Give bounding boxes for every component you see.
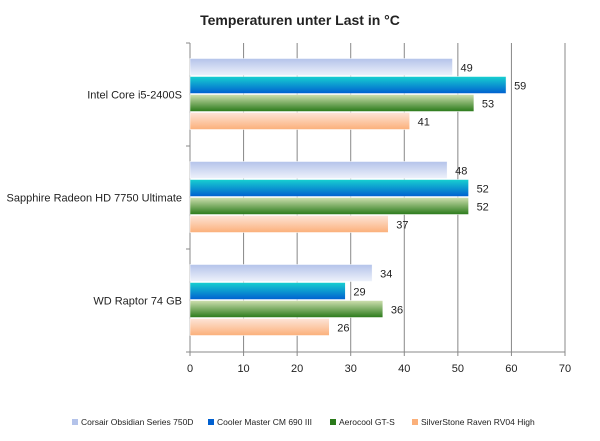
data-label: 34 <box>380 269 392 281</box>
category-label: Intel Core i5-2400S <box>87 90 182 102</box>
x-tick-label: 50 <box>452 363 464 375</box>
bar <box>189 215 389 233</box>
data-label: 41 <box>418 117 430 129</box>
legend-label: SilverStone Raven RV04 High <box>421 417 535 427</box>
data-label: 29 <box>353 287 365 299</box>
bar <box>189 179 469 197</box>
bar <box>189 282 346 300</box>
data-label: 52 <box>477 202 489 214</box>
data-label: 49 <box>461 63 473 75</box>
bar <box>189 161 448 179</box>
category-label: WD Raptor 74 GB <box>93 296 182 308</box>
data-label: 52 <box>477 184 489 196</box>
data-label: 48 <box>455 166 467 178</box>
bar <box>189 264 373 282</box>
legend-swatch <box>72 419 78 425</box>
bar <box>189 94 475 112</box>
bar <box>189 197 469 215</box>
data-label: 59 <box>514 81 526 93</box>
x-tick-label: 0 <box>187 363 193 375</box>
data-label: 37 <box>396 220 408 232</box>
x-tick-label: 70 <box>559 363 571 375</box>
legend-swatch <box>412 419 418 425</box>
legend-label: Corsair Obsidian Series 750D <box>81 417 193 427</box>
x-tick-label: 40 <box>398 363 410 375</box>
category-label: Sapphire Radeon HD 7750 Ultimate <box>7 193 183 205</box>
bar <box>189 112 410 130</box>
legend-label: Cooler Master CM 690 III <box>217 417 312 427</box>
x-tick-label: 60 <box>505 363 517 375</box>
bar <box>189 58 453 76</box>
chart-title: Temperaturen unter Last in °C <box>200 12 400 28</box>
x-tick-label: 30 <box>345 363 357 375</box>
data-label: 36 <box>391 305 403 317</box>
legend-swatch <box>208 419 214 425</box>
data-label: 53 <box>482 99 494 111</box>
x-tick-label: 20 <box>291 363 303 375</box>
bar <box>189 318 330 336</box>
bar <box>189 300 384 318</box>
legend-swatch <box>330 419 336 425</box>
bar <box>189 76 507 94</box>
data-label: 26 <box>337 323 349 335</box>
legend-label: Aerocool GT-S <box>339 417 395 427</box>
x-tick-label: 10 <box>237 363 249 375</box>
